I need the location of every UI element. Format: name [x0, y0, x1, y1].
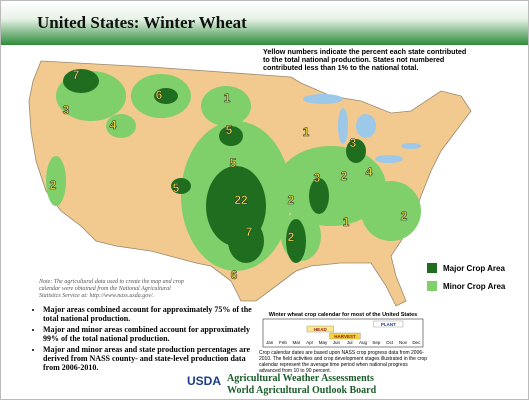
legend-swatch-minor — [427, 281, 437, 291]
state-percentage: 7 — [73, 68, 80, 82]
state-percentage: 2 — [50, 178, 57, 192]
month-label: Nov — [399, 340, 408, 345]
state-percentage: 1 — [224, 91, 231, 105]
state-percentage: 1 — [303, 125, 310, 139]
stage-label: HEAD — [314, 327, 328, 332]
state-percentage: 3 — [350, 136, 357, 150]
month-label: Aug — [359, 340, 368, 345]
state-percentage: 2 — [288, 193, 295, 207]
usda-logo: USDA — [187, 374, 222, 388]
bullet: Major areas combined account for approxi… — [43, 305, 263, 323]
calendar-bar — [373, 320, 404, 328]
major-crop-areas — [63, 69, 366, 263]
state-percentage: 2 — [288, 230, 295, 244]
bullet: Major and minor areas and state producti… — [43, 345, 263, 372]
month-label: Dec — [412, 340, 421, 345]
state-percentage: 6 — [231, 268, 238, 282]
legend-label: Major Crop Area — [443, 264, 505, 273]
calendar: Jan Feb Mar Apr May Jun Jul Aug Sep Oct Nov Dec HEAD… — [266, 320, 421, 345]
month-label: Mar — [292, 340, 300, 345]
lakes — [303, 94, 421, 163]
state-percentage: 5 — [173, 181, 180, 195]
bullets: Major areas combined account for approxi… — [31, 305, 263, 374]
state-percentage: 2 — [341, 169, 348, 183]
legend-swatch-major — [427, 263, 437, 273]
month-label: Oct — [386, 340, 394, 345]
month-label: Feb — [279, 340, 287, 345]
state-percentage: 5 — [230, 156, 237, 170]
month-label: Sep — [372, 340, 381, 345]
calendar-bar — [329, 332, 361, 340]
state-percentage: 4 — [110, 118, 117, 132]
state-percentage: 3 — [314, 171, 321, 185]
state-percentage: 1 — [343, 215, 350, 229]
month-label: May — [319, 340, 328, 345]
calendar-title: Winter wheat crop calendar for most of t… — [268, 312, 418, 318]
month-label: Jan — [266, 340, 274, 345]
legend-label: Minor Crop Area — [443, 282, 506, 291]
footer-line: World Agricultural Outlook Board — [227, 385, 377, 396]
state-percentage: 2 — [401, 209, 408, 223]
state-percentage: 22 — [234, 193, 248, 207]
state-percentage: 6 — [156, 88, 163, 102]
state-percentage: 5 — [226, 123, 233, 137]
title: United States: Winter Wheat — [37, 13, 247, 32]
map-note: Yellow numbers indicate the percent each… — [263, 47, 467, 72]
stage-label: PLANT — [381, 322, 396, 327]
state-percentage: 7 — [246, 225, 253, 239]
bullet: Major and minor areas combined account f… — [43, 325, 263, 343]
footer-line: Agricultural Weather Assessments — [227, 373, 374, 384]
state-percentage: 3 — [63, 103, 70, 117]
source-note: Note: The agricultural data used to crea… — [39, 279, 184, 299]
state-percentage: 4 — [366, 165, 373, 179]
month-label: Apr — [306, 340, 314, 345]
calendar-bar — [306, 325, 334, 333]
month-label: Jun — [333, 340, 341, 345]
month-label: Jul — [347, 340, 353, 345]
stage-label: HARVEST — [334, 334, 356, 339]
header-bar — [1, 1, 528, 45]
calendar-caption: Crop calendar dates are based upon NASS … — [259, 350, 428, 374]
